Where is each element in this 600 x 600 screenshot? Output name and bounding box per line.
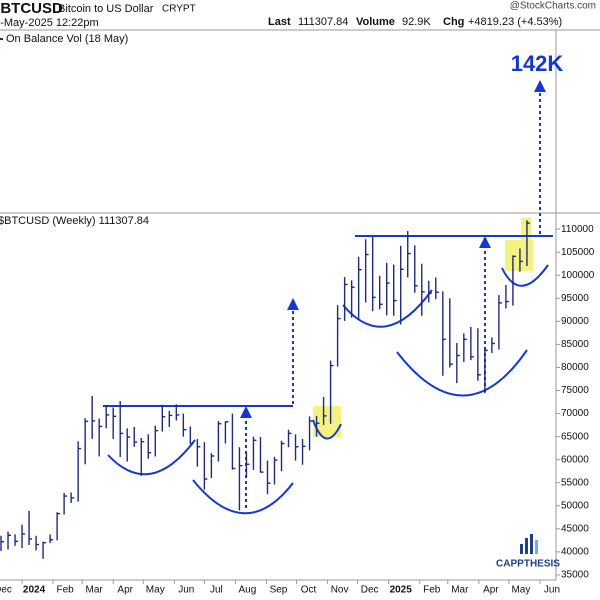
cup-arc	[107, 439, 196, 476]
y-tick-label: 75000	[561, 385, 589, 396]
arrow-head	[479, 236, 491, 248]
x-tick-label: Jun	[544, 585, 560, 596]
x-tick-label: Jun	[178, 585, 194, 596]
y-tick-label: 80000	[561, 362, 589, 373]
arrow-head	[534, 80, 546, 92]
cup-arc	[312, 419, 342, 440]
y-tick-label: 50000	[561, 500, 589, 511]
x-tick-label: Aug	[239, 585, 257, 596]
arrow-head	[287, 298, 299, 310]
arrow-head	[240, 406, 252, 418]
x-tick-label: 2024	[23, 585, 46, 596]
y-tick-label: 100000	[561, 270, 595, 281]
logo-bar	[520, 544, 523, 554]
target-label: 142K	[511, 51, 564, 76]
price-label: $BTCUSD (Weekly) 111307.84	[0, 215, 149, 227]
last-value: 111307.84	[298, 16, 348, 28]
x-tick-label: May	[511, 585, 530, 596]
highlight	[521, 218, 531, 240]
x-tick-label: May	[146, 585, 165, 596]
timestamp: 18-May-2025 12:22pm	[0, 17, 99, 29]
x-tick-label: Dec	[0, 585, 12, 596]
logo-bar	[530, 534, 533, 554]
y-tick-label: 45000	[561, 523, 589, 534]
cup-arc	[342, 289, 433, 328]
y-tick-label: 110000	[561, 224, 594, 235]
x-tick-label: Feb	[423, 585, 441, 596]
last-label: Last	[268, 16, 291, 28]
volume-label: Volume	[356, 16, 395, 28]
chg-value: +4819.23 (+4.53%)	[468, 16, 562, 28]
y-tick-label: 65000	[561, 431, 589, 442]
x-tick-label: Mar	[451, 585, 469, 596]
cup-arc	[192, 479, 294, 515]
watermark: CAPPTHESIS	[496, 559, 560, 570]
y-tick-label: 40000	[561, 547, 589, 558]
x-tick-label: Apr	[117, 585, 133, 596]
volume-value: 92.9K	[402, 16, 431, 28]
x-tick-label: Apr	[483, 585, 499, 596]
logo-bar	[525, 538, 528, 554]
x-tick-label: Jul	[210, 585, 223, 596]
cup-arc	[501, 264, 549, 287]
highlight	[505, 240, 533, 271]
chg-label: Chg	[443, 16, 464, 28]
y-tick-label: 70000	[561, 408, 589, 419]
y-tick-label: 35000	[561, 570, 589, 581]
x-tick-label: Oct	[301, 585, 317, 596]
chart-title: $BTCUSD	[0, 0, 63, 17]
y-tick-label: 105000	[561, 247, 595, 258]
y-tick-label: 90000	[561, 316, 589, 327]
y-tick-label: 85000	[561, 339, 589, 350]
chart-subtitle: Bitcoin to US Dollar	[58, 3, 154, 15]
x-tick-label: Feb	[56, 585, 74, 596]
logo-bar	[535, 540, 538, 554]
source: @StockCharts.com	[510, 1, 596, 12]
indicator-label: On Balance Vol (18 May)	[6, 33, 128, 45]
y-tick-label: 60000	[561, 454, 589, 465]
y-tick-label: 55000	[561, 477, 589, 488]
x-tick-label: Mar	[86, 585, 104, 596]
annotations: 142K CAPPTHESIS	[103, 51, 563, 570]
x-tick-label: Dec	[361, 585, 379, 596]
cup-arc	[396, 349, 528, 397]
x-tick-label: Sep	[270, 585, 288, 596]
x-tick-label: Nov	[331, 585, 349, 596]
y-tick-label: 95000	[561, 293, 589, 304]
exchange: CRYPT	[162, 4, 196, 15]
x-tick-label: 2025	[390, 585, 413, 596]
